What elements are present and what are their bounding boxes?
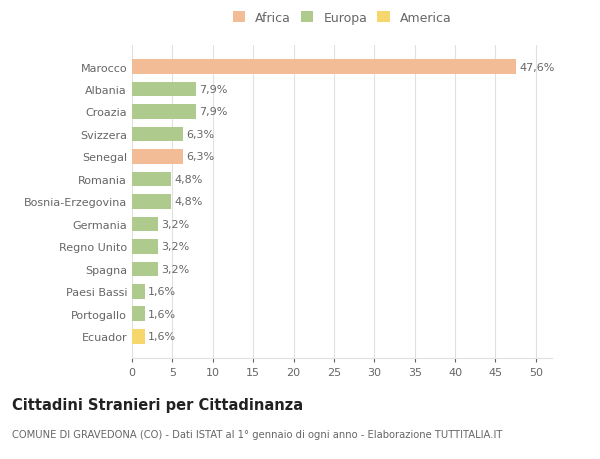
- Text: 4,8%: 4,8%: [174, 174, 202, 185]
- Text: 7,9%: 7,9%: [199, 85, 227, 95]
- Text: 3,2%: 3,2%: [161, 242, 190, 252]
- Bar: [132, 83, 196, 97]
- Bar: [132, 285, 145, 299]
- Bar: [132, 60, 517, 75]
- Bar: [132, 217, 158, 232]
- Text: Cittadini Stranieri per Cittadinanza: Cittadini Stranieri per Cittadinanza: [12, 397, 303, 412]
- Text: 1,6%: 1,6%: [148, 287, 176, 297]
- Bar: [132, 307, 145, 321]
- Bar: [132, 240, 158, 254]
- Text: 1,6%: 1,6%: [148, 309, 176, 319]
- Text: COMUNE DI GRAVEDONA (CO) - Dati ISTAT al 1° gennaio di ogni anno - Elaborazione : COMUNE DI GRAVEDONA (CO) - Dati ISTAT al…: [12, 429, 502, 439]
- Bar: [132, 150, 183, 164]
- Text: 4,8%: 4,8%: [174, 197, 202, 207]
- Bar: [132, 262, 158, 276]
- Bar: [132, 195, 171, 209]
- Text: 7,9%: 7,9%: [199, 107, 227, 117]
- Text: 6,3%: 6,3%: [186, 130, 214, 140]
- Text: 47,6%: 47,6%: [520, 62, 555, 73]
- Text: 6,3%: 6,3%: [186, 152, 214, 162]
- Text: 3,2%: 3,2%: [161, 219, 190, 230]
- Legend: Africa, Europa, America: Africa, Europa, America: [230, 9, 454, 27]
- Text: 1,6%: 1,6%: [148, 331, 176, 341]
- Bar: [132, 105, 196, 119]
- Bar: [132, 172, 171, 187]
- Text: 3,2%: 3,2%: [161, 264, 190, 274]
- Bar: [132, 128, 183, 142]
- Bar: [132, 329, 145, 344]
